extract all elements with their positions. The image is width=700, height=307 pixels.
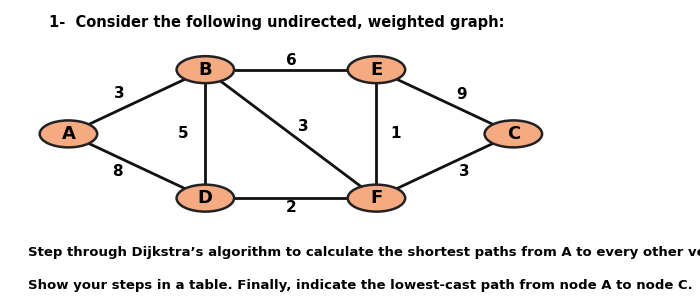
Text: 3: 3 bbox=[115, 86, 125, 101]
Text: 1-  Consider the following undirected, weighted graph:: 1- Consider the following undirected, we… bbox=[49, 15, 505, 30]
Text: E: E bbox=[370, 61, 383, 79]
Text: C: C bbox=[507, 125, 520, 143]
Circle shape bbox=[484, 120, 542, 147]
Text: 9: 9 bbox=[456, 87, 468, 102]
Circle shape bbox=[348, 56, 405, 83]
Text: A: A bbox=[62, 125, 76, 143]
Text: 1: 1 bbox=[391, 126, 401, 142]
Text: 2: 2 bbox=[286, 200, 296, 215]
Text: 6: 6 bbox=[286, 53, 296, 68]
Text: D: D bbox=[198, 189, 213, 207]
Text: F: F bbox=[370, 189, 383, 207]
Circle shape bbox=[176, 56, 234, 83]
Text: 3: 3 bbox=[298, 119, 309, 134]
Text: B: B bbox=[199, 61, 212, 79]
Circle shape bbox=[348, 185, 405, 212]
Circle shape bbox=[40, 120, 97, 147]
Text: Show your steps in a table. Finally, indicate the lowest-cast path from node A t: Show your steps in a table. Finally, ind… bbox=[28, 279, 693, 292]
Text: 5: 5 bbox=[178, 126, 189, 142]
Text: 8: 8 bbox=[113, 164, 123, 179]
Text: Step through Dijkstra’s algorithm to calculate the shortest paths from A to ever: Step through Dijkstra’s algorithm to cal… bbox=[28, 246, 700, 258]
Circle shape bbox=[176, 185, 234, 212]
Text: 3: 3 bbox=[458, 164, 470, 179]
